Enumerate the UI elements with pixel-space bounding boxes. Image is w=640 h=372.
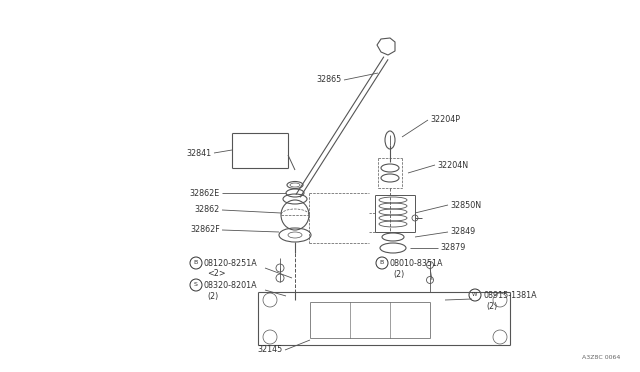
Text: 32850N: 32850N — [450, 201, 481, 209]
Text: 08010-8351A: 08010-8351A — [390, 259, 444, 267]
Text: (2): (2) — [486, 301, 497, 311]
Text: (2): (2) — [207, 292, 218, 301]
Text: 32849: 32849 — [450, 228, 476, 237]
Text: 32862E: 32862E — [189, 189, 220, 198]
Text: 32862: 32862 — [195, 205, 220, 215]
Text: 32865: 32865 — [317, 76, 342, 84]
Text: <2>: <2> — [207, 269, 226, 279]
Text: S: S — [194, 282, 198, 288]
Text: A3Z8C 0064: A3Z8C 0064 — [582, 355, 620, 360]
Text: 08320-8201A: 08320-8201A — [204, 280, 258, 289]
Text: 08120-8251A: 08120-8251A — [204, 259, 258, 267]
Text: 08915-1381A: 08915-1381A — [483, 291, 536, 299]
Text: 32841: 32841 — [187, 148, 212, 157]
Text: 32879: 32879 — [440, 244, 465, 253]
Text: W: W — [472, 292, 477, 298]
Text: 32204P: 32204P — [430, 115, 460, 125]
Text: (2): (2) — [393, 269, 404, 279]
Text: 32862F: 32862F — [190, 225, 220, 234]
Text: 32145: 32145 — [258, 346, 283, 355]
Text: 32204N: 32204N — [437, 160, 468, 170]
Text: B: B — [194, 260, 198, 266]
Text: B: B — [380, 260, 384, 266]
